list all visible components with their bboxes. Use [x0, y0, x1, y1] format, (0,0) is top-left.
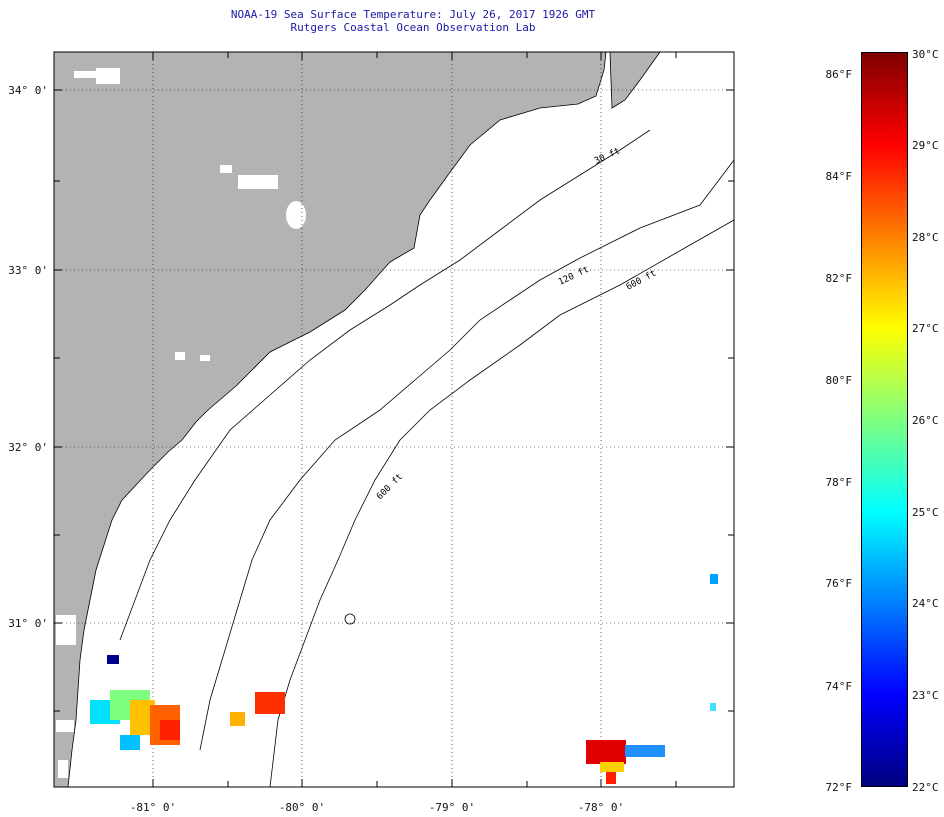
lon-label-78: -78° 0' [577, 801, 625, 814]
lat-label-31: 31° 0' [8, 617, 48, 630]
map-title: NOAA-19 Sea Surface Temperature: July 26… [230, 8, 596, 21]
colorbar-max-c: 30°C [912, 48, 939, 61]
lat-label-32: 32° 0' [8, 441, 48, 454]
colorbar-c-label: 29°C [912, 139, 939, 152]
colorbar-f-label: 84°F [825, 170, 853, 183]
sst-data-patches [90, 574, 718, 784]
lon-label-79: -79° 0' [428, 801, 476, 814]
colorbar-c-label: 28°C [912, 231, 939, 244]
temperature-colorbar [861, 52, 908, 787]
lat-label-34: 34° 0' [8, 84, 48, 97]
lon-label-80: -80° 0' [278, 801, 326, 814]
colorbar-c-label: 24°C [912, 597, 939, 610]
colorbar-min-c: 22°C [912, 781, 939, 794]
colorbar-f-label: 80°F [825, 374, 853, 387]
map-subtitle: Rutgers Coastal Ocean Observation Lab [290, 21, 536, 34]
colorbar-min-f: 72°F [825, 781, 853, 794]
colorbar-f-label: 82°F [825, 272, 853, 285]
colorbar-f-label: 78°F [825, 476, 853, 489]
colorbar-c-label: 26°C [912, 414, 939, 427]
lat-label-33: 33° 0' [8, 264, 48, 277]
colorbar-f-label: 76°F [825, 577, 853, 590]
lon-label-81: -81° 0' [129, 801, 177, 814]
isobaths [119, 129, 735, 788]
colorbar-c-label: 23°C [912, 689, 939, 702]
colorbar-c-label: 27°C [912, 322, 939, 335]
colorbar-f-label: 86°F [825, 68, 853, 81]
land-area [53, 51, 607, 788]
colorbar-f-label: 74°F [825, 680, 853, 693]
graticule [54, 52, 734, 787]
colorbar-c-label: 25°C [912, 506, 939, 519]
